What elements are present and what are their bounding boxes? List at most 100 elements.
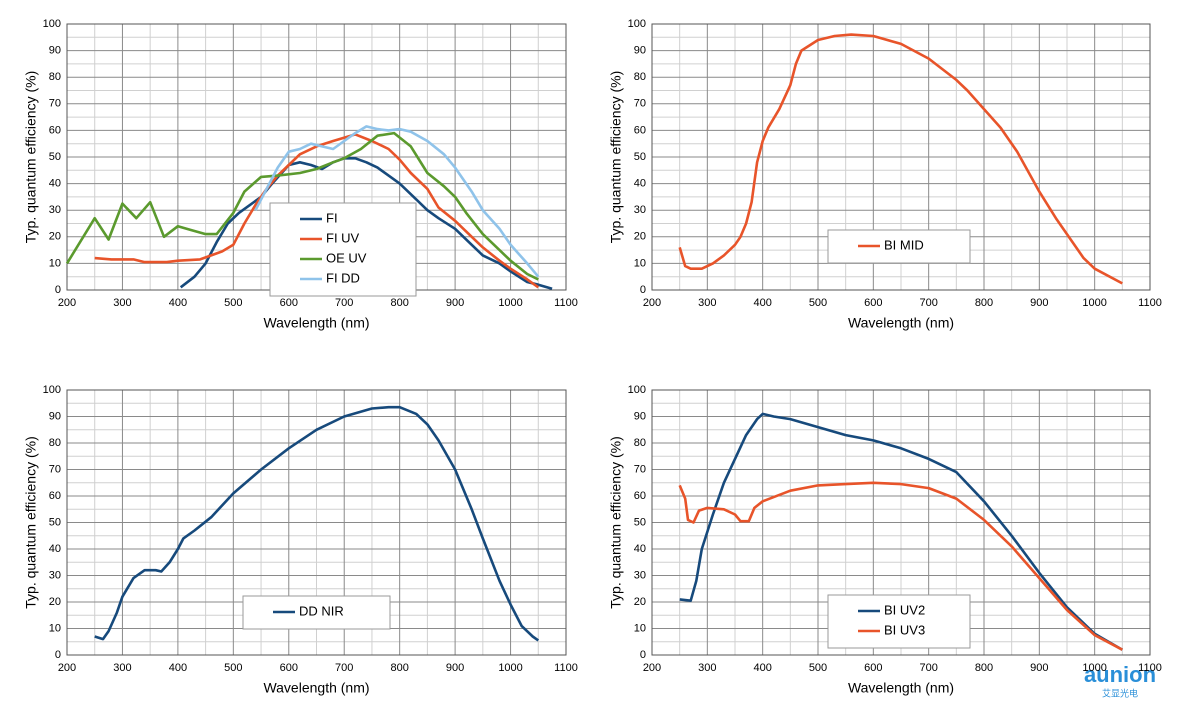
x-axis-label: Wavelength (nm) (848, 680, 954, 696)
x-tick-label: 400 (753, 297, 771, 309)
y-axis-label: Typ. quantum efficiency (%) (608, 436, 624, 608)
chart: 0 10 20 30 40 50 60 70 80 90 100 200 300 400 500 600 700… (608, 384, 1162, 696)
x-tick-label: 800 (390, 662, 408, 674)
y-tick-label: 70 (634, 98, 646, 110)
y-tick-label: 30 (49, 569, 61, 581)
line-series (679, 412, 1123, 651)
y-tick-label: 50 (49, 516, 61, 528)
legend: BI UV2 BI UV3 (827, 594, 971, 649)
y-axis-label: Typ. quantum efficiency (%) (23, 436, 39, 608)
x-tick-label: 300 (698, 662, 716, 674)
x-tick-label: 600 (864, 297, 882, 309)
legend-label: FI DD (326, 270, 360, 285)
x-tick-label: 1000 (498, 297, 522, 309)
y-tick-label: 70 (49, 463, 61, 475)
x-tick-label: 400 (169, 297, 187, 309)
x-tick-label: 300 (698, 297, 716, 309)
plot-frame (66, 389, 567, 656)
y-tick-label: 30 (634, 204, 646, 216)
legend-box (269, 202, 417, 297)
y-tick-label: 20 (634, 596, 646, 608)
x-tick-label: 1000 (1082, 662, 1106, 674)
chart: 0 10 20 30 40 50 60 70 80 90 100 200 300 400 500 600 700… (23, 384, 578, 696)
y-tick-label: 60 (49, 490, 61, 502)
y-tick-label: 100 (628, 384, 646, 396)
x-tick-label: 500 (809, 662, 827, 674)
y-axis-label: Typ. quantum efficiency (%) (608, 71, 624, 243)
line-series (678, 481, 1123, 651)
legend-label: BI MID (884, 237, 924, 252)
y-tick-label: 90 (634, 410, 646, 422)
x-axis-label: Wavelength (nm) (848, 315, 954, 331)
line-series (94, 133, 540, 289)
plot-frame (651, 389, 1151, 656)
y-tick-label: 50 (634, 516, 646, 528)
legend: FI FI UV OE UV FI DD (269, 202, 417, 297)
y-tick-label: 100 (43, 18, 61, 30)
x-tick-label: 700 (335, 662, 353, 674)
legend-label: FI (326, 210, 338, 225)
y-tick-label: 60 (49, 124, 61, 136)
x-tick-label: 400 (169, 662, 187, 674)
x-tick-label: 900 (1030, 662, 1048, 674)
y-tick-label: 80 (49, 71, 61, 83)
x-tick-label: 900 (446, 662, 464, 674)
y-tick-label: 70 (634, 463, 646, 475)
y-tick-label: 0 (55, 649, 61, 661)
chart: 0 10 20 30 40 50 60 70 80 90 100 200 300 400 500 600 700… (23, 18, 578, 331)
x-tick-label: 200 (643, 297, 661, 309)
legend-box (827, 229, 971, 264)
x-tick-label: 700 (919, 297, 937, 309)
x-tick-label: 600 (280, 297, 298, 309)
legend: BI MID (827, 229, 971, 264)
y-tick-label: 70 (49, 98, 61, 110)
y-tick-label: 100 (43, 384, 61, 396)
line-series (254, 125, 540, 278)
x-tick-label: 800 (975, 662, 993, 674)
y-tick-label: 90 (49, 45, 61, 57)
y-tick-label: 60 (634, 490, 646, 502)
line-series (179, 157, 553, 290)
legend-label: OE UV (326, 250, 367, 265)
x-tick-label: 500 (224, 662, 242, 674)
x-tick-label: 1000 (1082, 297, 1106, 309)
x-tick-label: 700 (919, 662, 937, 674)
x-tick-label: 300 (113, 662, 131, 674)
legend-box (827, 594, 971, 649)
y-tick-label: 0 (640, 284, 646, 296)
x-tick-label: 200 (58, 662, 76, 674)
x-tick-label: 800 (975, 297, 993, 309)
y-tick-label: 40 (49, 178, 61, 190)
y-tick-label: 60 (634, 124, 646, 136)
legend-label: BI UV2 (884, 602, 925, 617)
x-tick-label: 500 (224, 297, 242, 309)
line-series (94, 405, 540, 642)
legend-label: DD NIR (299, 603, 344, 618)
x-tick-label: 1100 (1138, 297, 1162, 309)
y-tick-label: 0 (640, 649, 646, 661)
y-tick-label: 0 (55, 284, 61, 296)
x-tick-label: 300 (113, 297, 131, 309)
x-tick-label: 800 (390, 297, 408, 309)
legend-label: FI UV (326, 230, 360, 245)
y-tick-label: 50 (634, 151, 646, 163)
x-tick-label: 500 (809, 297, 827, 309)
x-tick-label: 900 (1030, 297, 1048, 309)
y-tick-label: 100 (628, 18, 646, 30)
y-axis-label: Typ. quantum efficiency (%) (23, 71, 39, 243)
y-tick-label: 40 (49, 543, 61, 555)
y-tick-label: 20 (49, 231, 61, 243)
y-tick-label: 30 (49, 204, 61, 216)
watermark-sub: 艾显光电 (1102, 687, 1138, 698)
x-tick-label: 200 (643, 662, 661, 674)
x-tick-label: 1100 (554, 297, 578, 309)
y-tick-label: 90 (634, 45, 646, 57)
y-tick-label: 80 (634, 437, 646, 449)
y-tick-label: 40 (634, 178, 646, 190)
y-tick-label: 80 (49, 437, 61, 449)
legend-box (242, 595, 391, 630)
y-tick-label: 90 (49, 410, 61, 422)
x-axis-label: Wavelength (nm) (263, 315, 369, 331)
x-tick-label: 200 (58, 297, 76, 309)
x-tick-label: 900 (446, 297, 464, 309)
